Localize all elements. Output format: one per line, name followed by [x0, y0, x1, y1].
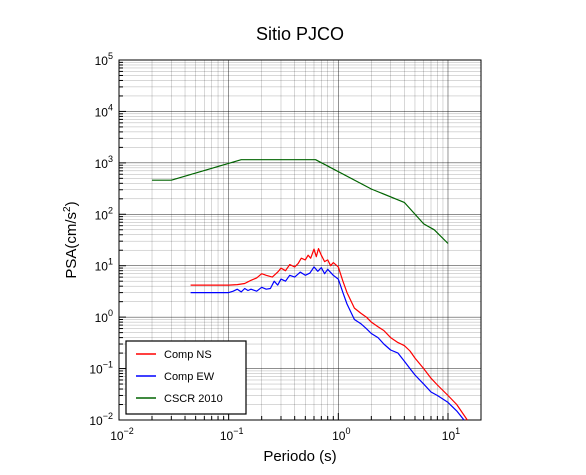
series-lines — [152, 159, 468, 421]
legend: Comp NS Comp EW CSCR 2010 — [125, 340, 247, 415]
y-tick-label-exp: 3 — [108, 154, 113, 164]
series-line-cscr-2010 — [152, 159, 449, 244]
y-tick-label-base: 10 — [95, 105, 109, 119]
y-axis-title: PSA(cm/s2) — [62, 201, 80, 278]
grid — [118, 59, 482, 421]
y-tick-label-exp: 5 — [108, 51, 113, 61]
x-tick-label-exp: 0 — [345, 426, 350, 436]
x-tick-label: 10−2 — [110, 426, 134, 443]
legend-label-cscr: CSCR 2010 — [164, 393, 223, 405]
x-tick-label: 101 — [442, 426, 460, 443]
y-tick-label: 105 — [95, 51, 113, 68]
y-axis-title-base: PSA(cm/s — [63, 212, 80, 279]
series-line-comp-ns — [190, 248, 468, 421]
y-tick-label-exp: −2 — [103, 411, 113, 421]
x-tick-label-base: 10 — [220, 429, 234, 443]
y-tick-label-base: 10 — [95, 157, 109, 171]
legend-box — [125, 340, 247, 415]
y-axis-title-sup: 2 — [62, 206, 73, 212]
x-tick-label-exp: −1 — [233, 426, 243, 436]
y-tick-label-base: 10 — [89, 414, 103, 428]
y-tick-label-exp: −1 — [103, 360, 113, 370]
y-tick-label-exp: 0 — [108, 308, 113, 318]
y-tick-label: 102 — [95, 205, 113, 222]
y-tick-label-base: 10 — [89, 363, 103, 377]
y-tick-label-base: 10 — [95, 54, 109, 68]
x-tick-label-base: 10 — [110, 429, 124, 443]
legend-label-ns: Comp NS — [164, 349, 212, 361]
y-tick-label-exp: 2 — [108, 205, 113, 215]
y-tick-label: 10−2 — [89, 411, 113, 428]
x-tick-label-base: 10 — [442, 429, 456, 443]
y-tick-label-base: 10 — [95, 208, 109, 222]
y-tick-label: 10−1 — [89, 360, 113, 377]
series-line-comp-ew — [190, 266, 465, 421]
y-tick-label: 101 — [95, 257, 113, 274]
x-tick-label: 10−1 — [220, 426, 244, 443]
y-axis-title-close: ) — [63, 201, 80, 206]
y-tick-label-exp: 4 — [108, 102, 113, 112]
plot-frame — [118, 59, 482, 421]
legend-label-ew: Comp EW — [164, 371, 215, 383]
y-tick-label-base: 10 — [95, 311, 109, 325]
x-axis-title: Periodo (s) — [263, 448, 336, 465]
y-tick-label-base: 10 — [95, 260, 109, 274]
x-tick-label-exp: 1 — [455, 426, 460, 436]
chart-title: Sitio PJCO — [256, 24, 344, 44]
x-tick-label-exp: −2 — [124, 426, 134, 436]
x-tick-label-base: 10 — [332, 429, 346, 443]
y-tick-label: 104 — [95, 102, 113, 119]
y-tick-label: 100 — [95, 308, 113, 325]
x-tick-label: 100 — [332, 426, 350, 443]
y-tick-label-exp: 1 — [108, 257, 113, 267]
y-tick-label: 103 — [95, 154, 113, 171]
